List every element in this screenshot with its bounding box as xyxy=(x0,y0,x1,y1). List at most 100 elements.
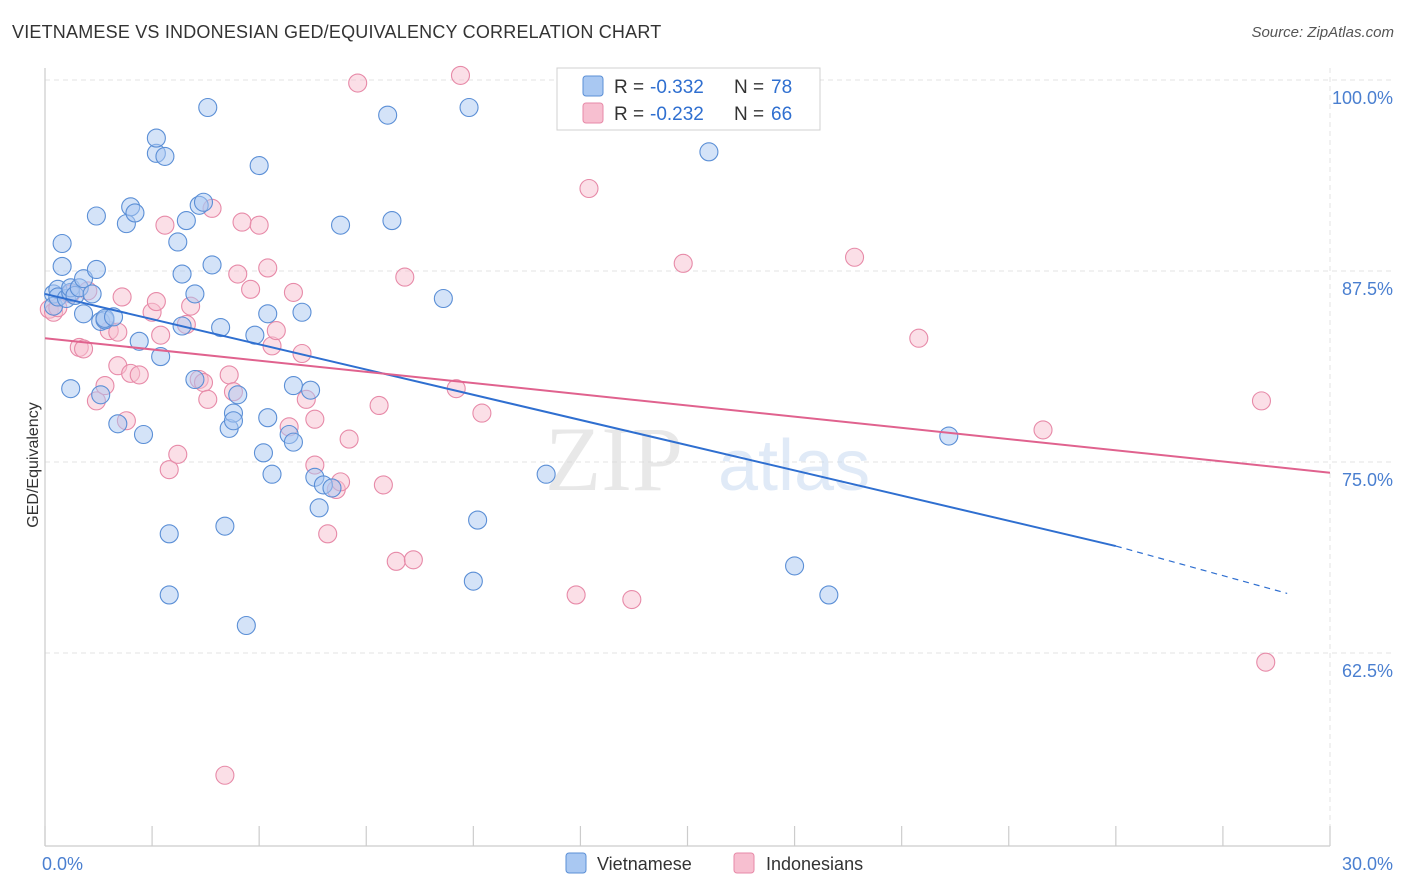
point-vietnamese-29 xyxy=(146,128,166,148)
point-vietnamese-27 xyxy=(133,424,154,445)
point-vietnamese-67 xyxy=(378,105,398,125)
point-vietnamese-18 xyxy=(91,385,111,405)
watermark-atlas: atlas xyxy=(718,426,870,506)
point-indonesian-10 xyxy=(112,287,132,307)
point-vietnamese-59 xyxy=(283,376,303,396)
point-indonesian-15 xyxy=(146,292,166,312)
series-vietnamese xyxy=(44,97,959,636)
legend-stats: R = -0.332 N = 78 R = -0.232 N = 66 xyxy=(556,67,821,131)
point-vietnamese-70 xyxy=(459,97,479,118)
point-indonesian-27 xyxy=(219,365,239,385)
point-vietnamese-34 xyxy=(168,232,188,252)
legend-r-label-vietnamese: R = xyxy=(614,77,644,98)
y-tick-label-2: 87.5% xyxy=(1342,279,1393,299)
point-indonesian-30 xyxy=(232,212,252,232)
point-vietnamese-37 xyxy=(176,211,196,231)
point-vietnamese-5 xyxy=(52,233,72,254)
chart-title: VIETNAMESE VS INDONESIAN GED/EQUIVALENCY… xyxy=(12,22,662,42)
point-indonesian-57 xyxy=(622,589,642,610)
point-vietnamese-66 xyxy=(330,215,351,235)
y-tick-label-0: 62.5% xyxy=(1342,661,1393,681)
point-indonesian-55 xyxy=(566,585,586,605)
source-label: Source: ZipAtlas.com xyxy=(1251,24,1394,41)
point-vietnamese-65 xyxy=(322,478,342,498)
point-indonesian-58 xyxy=(673,253,693,273)
trendline-vietnamese-extension xyxy=(1115,545,1288,594)
point-indonesian-29 xyxy=(228,264,248,284)
point-vietnamese-68 xyxy=(382,211,402,231)
point-vietnamese-71 xyxy=(463,571,483,591)
point-vietnamese-77 xyxy=(939,426,959,446)
y-axis-label: GED/Equivalency xyxy=(25,402,42,527)
legend-n-label-vietnamese: N = xyxy=(734,77,764,98)
point-indonesian-4 xyxy=(74,339,94,359)
bottom-legend-label-indonesians: Indonesians xyxy=(766,854,863,874)
point-indonesian-32 xyxy=(249,215,269,235)
point-indonesian-26 xyxy=(215,765,235,785)
point-vietnamese-74 xyxy=(699,142,719,162)
x-axis-ticks xyxy=(44,826,1331,846)
point-vietnamese-49 xyxy=(228,385,248,405)
point-indonesian-33 xyxy=(258,258,278,278)
point-vietnamese-30 xyxy=(151,347,171,367)
legend-n-label-indonesians: N = xyxy=(734,104,764,125)
x-tick-label-max: 30.0% xyxy=(1342,854,1393,874)
point-indonesian-13 xyxy=(129,365,149,385)
point-indonesian-50 xyxy=(395,267,415,287)
point-vietnamese-60 xyxy=(292,302,312,322)
point-indonesian-56 xyxy=(579,178,599,199)
point-vietnamese-50 xyxy=(236,615,256,636)
point-vietnamese-16 xyxy=(86,206,106,226)
point-vietnamese-44 xyxy=(211,317,231,338)
point-vietnamese-73 xyxy=(536,464,556,484)
point-indonesian-47 xyxy=(369,395,389,416)
point-indonesian-18 xyxy=(159,460,179,480)
point-vietnamese-35 xyxy=(172,264,192,284)
point-indonesian-53 xyxy=(450,65,471,85)
point-indonesian-19 xyxy=(168,444,188,464)
point-indonesian-37 xyxy=(283,282,303,302)
bottom-legend-swatch-vietnamese xyxy=(565,852,587,874)
point-vietnamese-33 xyxy=(159,585,179,605)
point-vietnamese-22 xyxy=(108,414,128,434)
legend-n-value-vietnamese: 78 xyxy=(771,77,792,98)
point-vietnamese-4 xyxy=(52,256,72,276)
point-vietnamese-39 xyxy=(185,369,205,390)
bottom-legend-swatch-indonesians xyxy=(733,852,755,874)
point-indonesian-16 xyxy=(151,325,171,345)
point-indonesian-35 xyxy=(266,321,286,341)
point-vietnamese-43 xyxy=(202,255,222,275)
point-indonesian-61 xyxy=(1033,420,1053,440)
trend-lines xyxy=(44,292,1331,594)
point-indonesian-31 xyxy=(241,279,261,299)
bottom-legend-label-vietnamese: Vietnamese xyxy=(597,854,692,874)
point-vietnamese-63 xyxy=(309,498,329,518)
point-vietnamese-52 xyxy=(249,156,269,176)
point-vietnamese-54 xyxy=(258,408,278,428)
point-vietnamese-42 xyxy=(198,97,218,118)
point-vietnamese-9 xyxy=(61,379,81,399)
trendline-vietnamese xyxy=(44,292,1117,548)
legend-swatch-indonesians xyxy=(582,102,604,124)
point-indonesian-63 xyxy=(1256,652,1276,672)
point-vietnamese-25 xyxy=(125,203,145,223)
point-vietnamese-53 xyxy=(253,443,274,463)
trendline-indonesians xyxy=(44,337,1331,474)
point-vietnamese-12 xyxy=(74,304,94,324)
point-indonesian-51 xyxy=(403,550,423,570)
point-indonesian-59 xyxy=(844,247,865,267)
legend-r-label-indonesians: R = xyxy=(614,104,644,125)
y-tick-label-1: 75.0% xyxy=(1342,470,1393,490)
point-vietnamese-38 xyxy=(185,284,205,304)
point-vietnamese-41 xyxy=(193,192,214,212)
point-vietnamese-58 xyxy=(283,432,303,452)
point-vietnamese-21 xyxy=(103,307,124,327)
point-vietnamese-31 xyxy=(155,146,175,166)
point-indonesian-60 xyxy=(909,328,929,348)
point-vietnamese-56 xyxy=(262,464,282,484)
point-indonesian-17 xyxy=(155,215,175,235)
point-vietnamese-13 xyxy=(74,269,94,289)
watermark: ZIP atlas xyxy=(545,408,870,510)
y-axis-tick-labels: 62.5% 75.0% 87.5% 100.0% xyxy=(1332,88,1393,681)
